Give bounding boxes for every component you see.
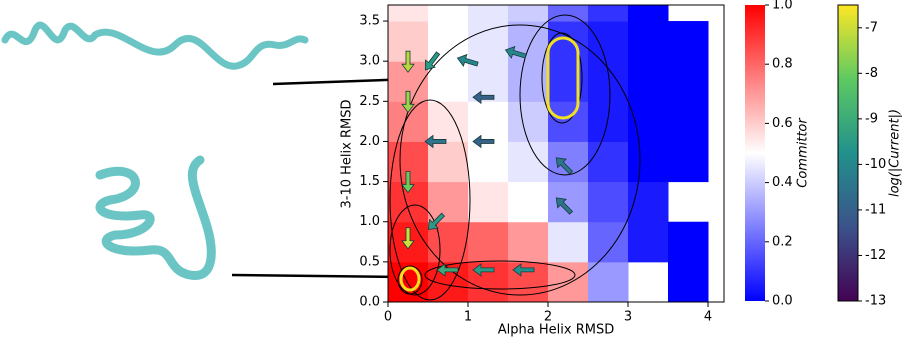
current-arrow: [555, 157, 574, 175]
current-arrow: [401, 50, 415, 73]
heat-cell: [588, 5, 629, 22]
heat-cell: [588, 101, 629, 142]
colorbar2-tick-label: -12: [865, 248, 886, 263]
colorbar-tick-label: 0.6: [772, 116, 793, 131]
heat-cell: [588, 61, 629, 102]
colorbar2-tick-label: -11: [865, 202, 886, 217]
heat-cell: [508, 101, 549, 142]
current-arrow: [472, 134, 495, 149]
heat-cell: [628, 5, 669, 22]
x-tick-label: 4: [704, 310, 712, 325]
current-arrow: [401, 227, 415, 250]
heat-cell: [668, 61, 709, 102]
heat-cell: [668, 21, 709, 62]
current-arrow: [472, 90, 495, 105]
heat-cell: [628, 221, 669, 263]
heat-cell: [428, 181, 469, 223]
heat-cell: [628, 61, 669, 102]
heat-cell: [588, 181, 629, 223]
colorbar-tick-label: 1.0: [772, 0, 793, 13]
y-axis-label: 3-10 Helix RMSD: [340, 100, 355, 209]
pointer-line: [231, 273, 404, 279]
heat-cell: [388, 5, 429, 22]
colorbar2-tick-label: -9: [865, 111, 878, 126]
y-tick-label: 1.0: [359, 214, 380, 229]
heat-cell: [588, 21, 629, 62]
heat-cell: [588, 261, 629, 302]
heat-cell: [428, 101, 469, 142]
current-arrow: [512, 263, 535, 277]
heat-cell: [508, 141, 549, 183]
current-arrow: [401, 171, 415, 194]
heat-cell: [668, 261, 709, 302]
heat-cell: [668, 101, 709, 142]
heat-cell: [628, 21, 669, 62]
heat-cell: [548, 261, 589, 302]
heat-cell: [548, 221, 589, 263]
x-tick-label: 2: [544, 310, 552, 325]
x-tick-label: 3: [624, 310, 632, 325]
heat-cell: [508, 5, 549, 22]
current-arrow: [401, 90, 415, 113]
current-arrow: [504, 45, 527, 59]
current-arrow: [472, 263, 495, 277]
colorbar2-tick-label: -8: [865, 66, 878, 81]
colorbar-tick-label: 0.0: [772, 294, 793, 309]
heat-cell: [628, 181, 669, 223]
y-tick-label: 3.0: [359, 54, 380, 69]
heat-cell: [628, 141, 669, 183]
heat-cell: [668, 221, 709, 263]
colorbar-tick-label: 0.8: [772, 57, 793, 72]
heat-cell: [628, 101, 669, 142]
colorbar2-tick-label: -10: [865, 157, 886, 172]
y-tick-label: 2.0: [359, 134, 380, 149]
heat-cell: [428, 61, 469, 102]
current-arrow: [424, 134, 447, 149]
contours: [389, 14, 641, 301]
plot-frame: [387, 4, 725, 303]
colorbar2: [837, 4, 859, 302]
y-tick-label: 1.5: [359, 174, 380, 189]
heat-cell: [548, 101, 589, 142]
colorbar2-label: log(|Current|): [888, 109, 903, 197]
heat-cell: [468, 181, 509, 223]
y-tick-label: 2.5: [359, 94, 380, 109]
current-arrow: [424, 51, 441, 71]
heat-cell: [668, 141, 709, 183]
heat-cell: [548, 141, 589, 183]
colorbar-tick-label: 0.2: [772, 234, 793, 249]
heat-cell: [428, 141, 469, 183]
colorbar-label: Committor: [796, 117, 811, 188]
x-tick-label: 1: [464, 310, 472, 325]
current-arrow: [427, 212, 446, 230]
y-tick-label: 0.0: [359, 295, 380, 310]
protein-extended: [1, 21, 309, 70]
current-arrows: [401, 45, 574, 277]
heat-cell: [468, 21, 509, 62]
y-tick-label: 3.5: [359, 14, 380, 29]
heat-cell: [468, 101, 509, 142]
heat-cell: [588, 141, 629, 183]
heat-cell: [588, 221, 629, 263]
y-tick-label: 0.5: [359, 254, 380, 269]
heat-cell: [468, 221, 509, 263]
heat-cell: [548, 5, 589, 22]
current-arrow: [555, 197, 574, 215]
heat-cell: [508, 181, 549, 223]
heat-cell: [508, 221, 549, 263]
x-axis-label: Alpha Helix RMSD: [498, 323, 614, 338]
x-tick-label: 0: [384, 310, 392, 325]
heat-cell: [468, 141, 509, 183]
current-arrow: [456, 53, 479, 67]
heat-cell: [468, 5, 509, 22]
current-arrow: [436, 263, 459, 277]
heat-cell: [548, 181, 589, 223]
protein-helix: [95, 155, 216, 280]
colorbar2-tick-label: -7: [865, 20, 878, 35]
colorbar2-tick-label: -13: [865, 294, 886, 309]
colorbar-tick-label: 0.4: [772, 175, 793, 190]
heat-cell: [428, 5, 469, 22]
colorbar: [745, 5, 765, 301]
